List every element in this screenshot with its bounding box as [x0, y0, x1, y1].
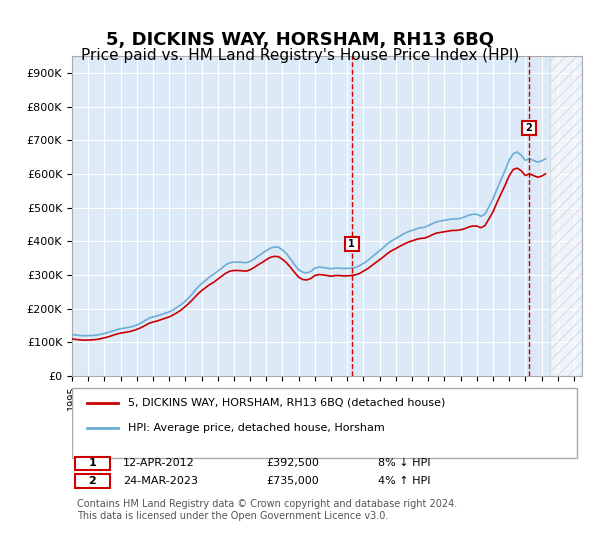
Text: 1: 1 [349, 239, 355, 249]
Text: Contains HM Land Registry data © Crown copyright and database right 2024.
This d: Contains HM Land Registry data © Crown c… [77, 499, 457, 521]
Text: 12-APR-2012: 12-APR-2012 [123, 459, 195, 468]
Text: 2: 2 [526, 123, 532, 133]
FancyBboxPatch shape [74, 456, 110, 470]
Text: Price paid vs. HM Land Registry's House Price Index (HPI): Price paid vs. HM Land Registry's House … [81, 48, 519, 63]
FancyBboxPatch shape [74, 474, 110, 488]
Text: 2: 2 [89, 476, 96, 486]
Text: 4% ↑ HPI: 4% ↑ HPI [378, 476, 431, 486]
Text: £735,000: £735,000 [266, 476, 319, 486]
Text: 5, DICKINS WAY, HORSHAM, RH13 6BQ: 5, DICKINS WAY, HORSHAM, RH13 6BQ [106, 31, 494, 49]
FancyBboxPatch shape [72, 388, 577, 458]
Text: 24-MAR-2023: 24-MAR-2023 [123, 476, 198, 486]
Text: 1: 1 [89, 459, 96, 468]
Bar [550, 56, 582, 376]
Text: HPI: Average price, detached house, Horsham: HPI: Average price, detached house, Hors… [128, 423, 385, 433]
Text: 8% ↓ HPI: 8% ↓ HPI [378, 459, 431, 468]
Text: £392,500: £392,500 [266, 459, 319, 468]
Text: 5, DICKINS WAY, HORSHAM, RH13 6BQ (detached house): 5, DICKINS WAY, HORSHAM, RH13 6BQ (detac… [128, 398, 445, 408]
